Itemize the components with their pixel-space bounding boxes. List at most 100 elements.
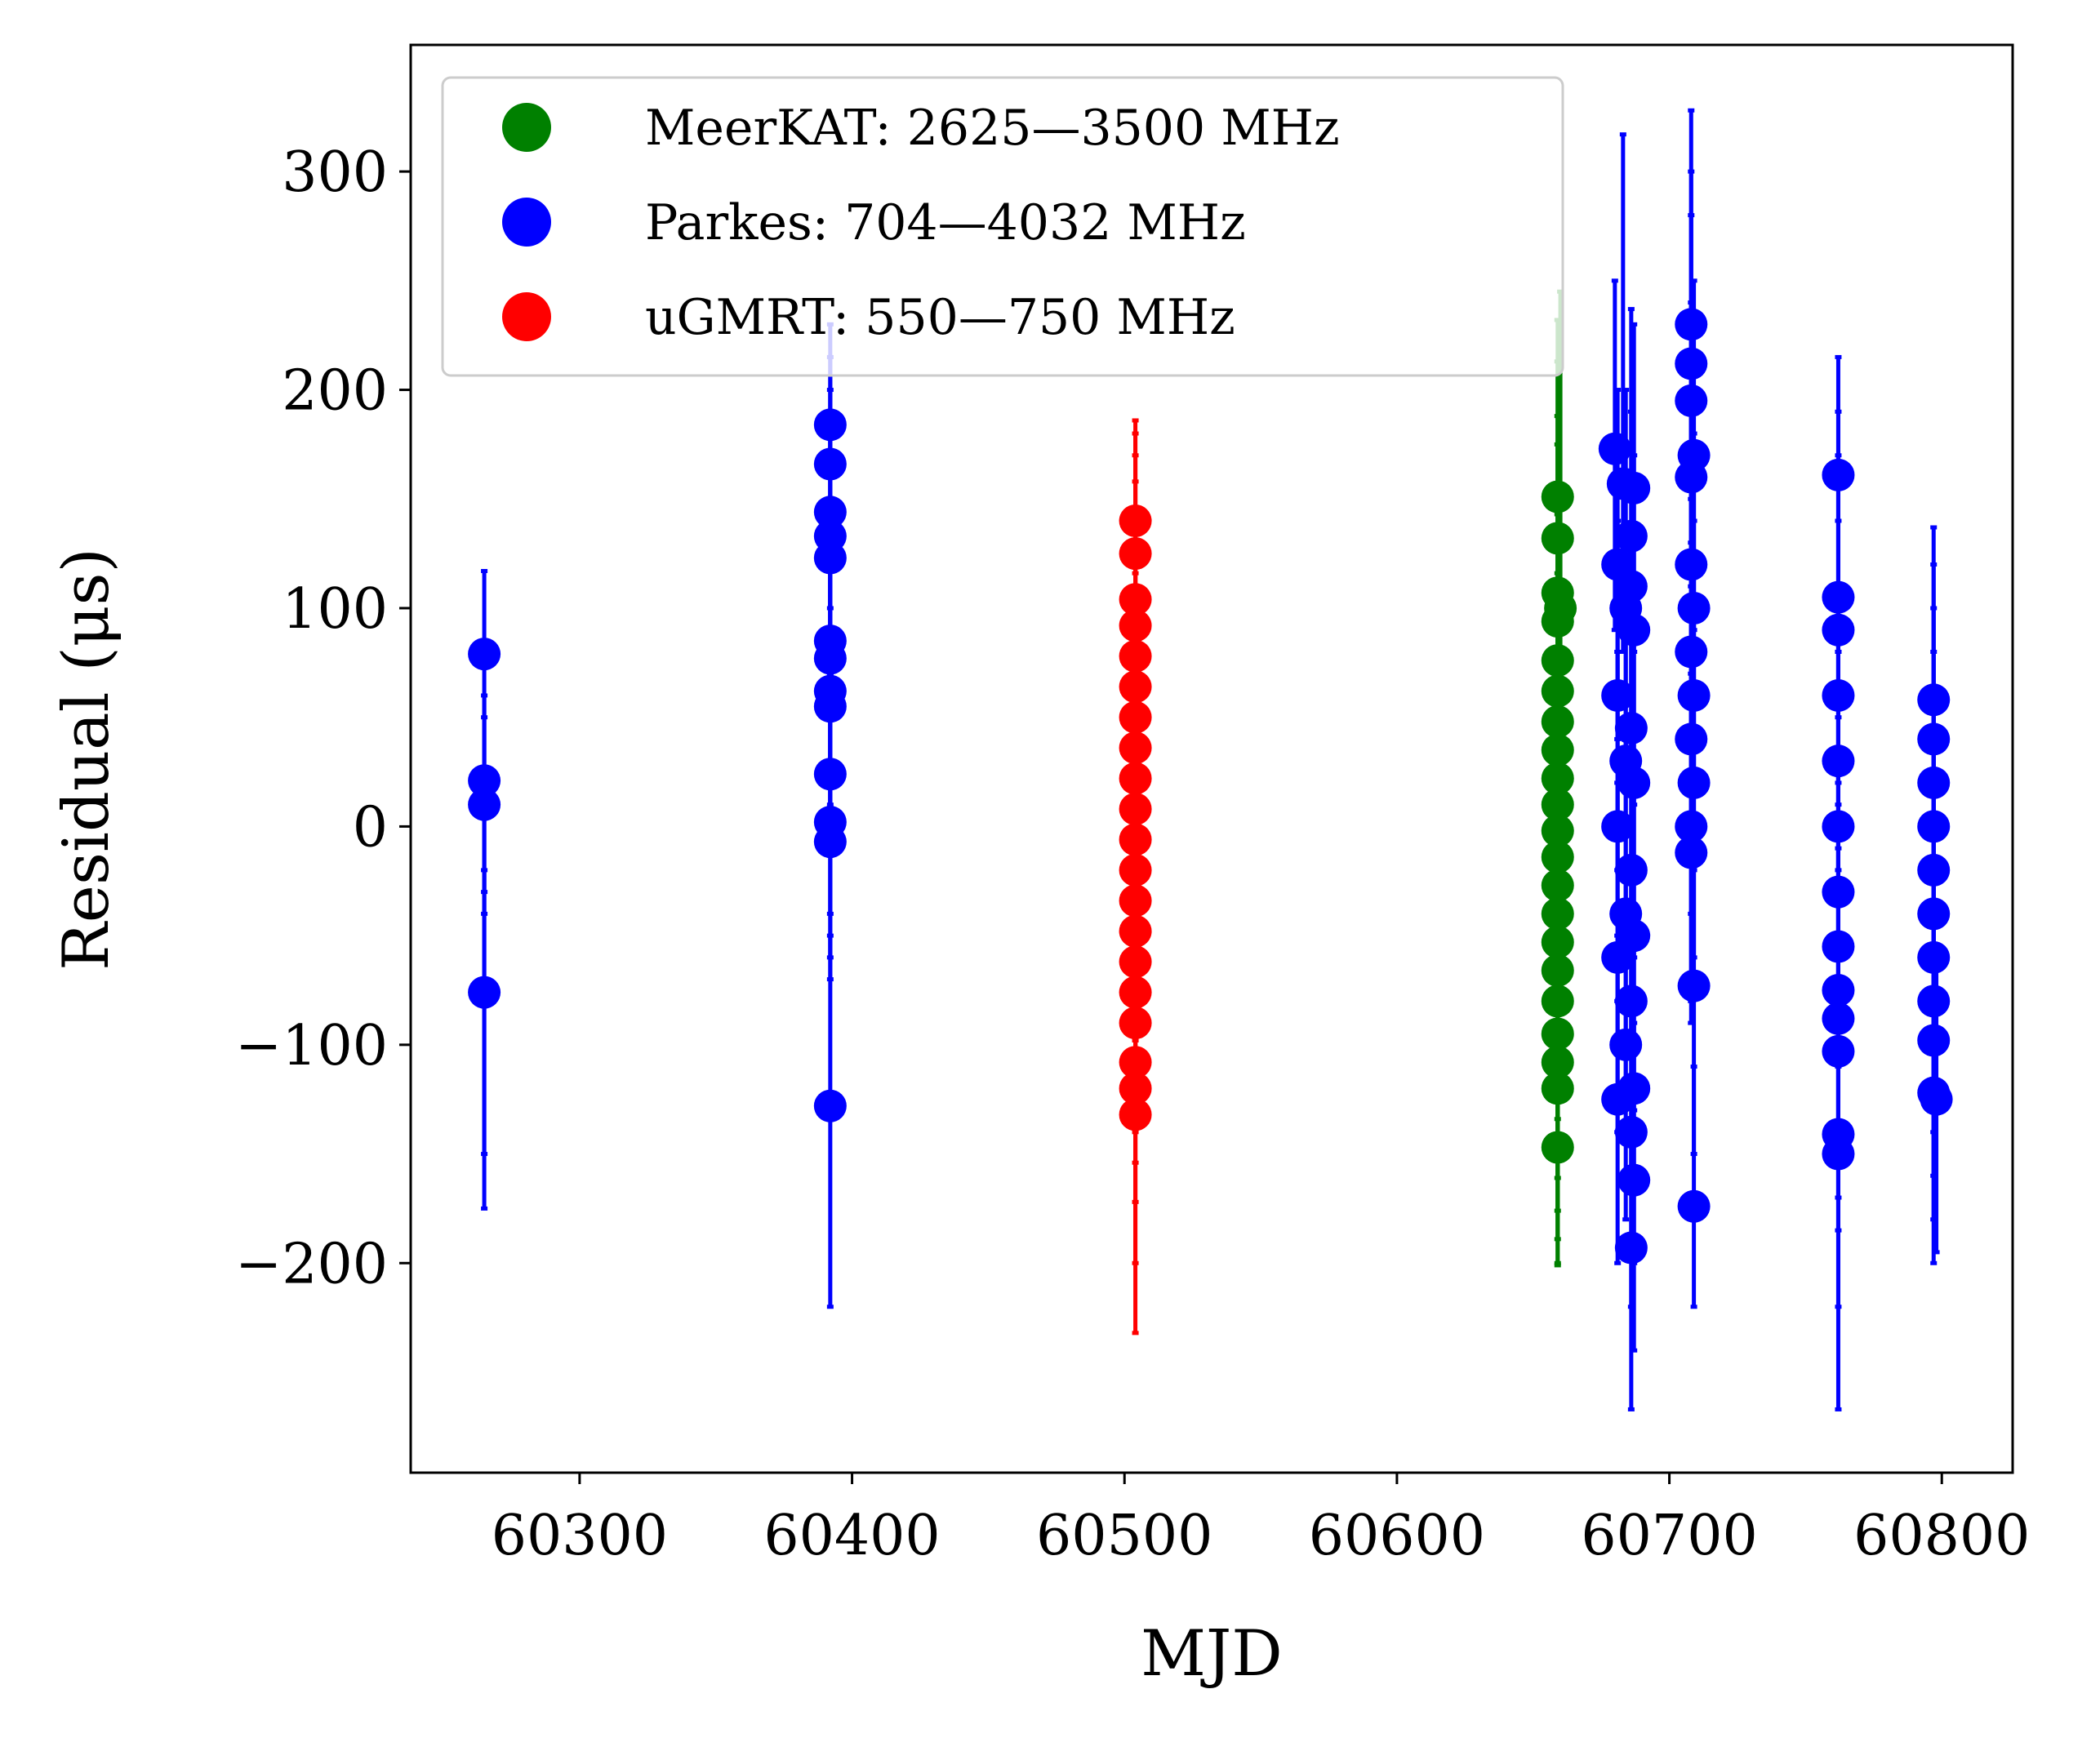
data-point [1541,644,1574,678]
data-point [1541,840,1574,873]
series-parkes [468,108,1953,1411]
data-point [1917,1024,1951,1057]
data-point [1541,674,1574,708]
x-tick-label: 60400 [763,1504,940,1568]
data-point [468,764,501,798]
data-point [1675,308,1708,341]
data-point [1920,1082,1953,1116]
data-point [1677,766,1711,799]
y-axis: −200 −100 0 100 200 300 [235,140,411,1296]
data-point [1541,985,1574,1018]
data-point [1541,953,1574,987]
data-point [1541,788,1574,821]
series-meerkat [1541,289,1577,1268]
data-point [1675,722,1708,756]
data-point [813,408,847,442]
data-point [1541,522,1574,555]
data-point [1617,766,1651,799]
data-point [1119,945,1152,979]
legend-box [441,76,1564,377]
data-point [1822,1002,1855,1035]
data-point [1541,1072,1574,1105]
data-point [1601,678,1635,712]
legend-label-ugmrt: uGMRT: 550—750 MHz [645,289,1235,346]
data-point [1917,810,1951,843]
y-tick-label: 200 [282,359,388,424]
data-point [1822,458,1855,491]
data-point [1119,884,1152,918]
data-point [1119,609,1152,642]
legend-label-parkes: Parkes: 704—4032 MHz [645,194,1246,251]
plot-frame [409,43,2014,1474]
data-point [1119,731,1152,765]
data-point [1677,1189,1711,1223]
data-point [1917,940,1951,974]
data-point [1617,919,1651,953]
data-point [1822,745,1855,778]
data-point [1614,1231,1648,1265]
y-tick-label: −100 [235,1014,388,1078]
data-point [1677,438,1711,472]
x-tick-label: 60700 [1581,1504,1757,1568]
data-point [468,788,501,821]
data-point [1119,793,1152,826]
data-point [1119,853,1152,887]
data-point [1119,505,1152,537]
data-point [1119,639,1152,673]
data-point [1675,548,1708,581]
data-point [1614,570,1648,603]
legend: MeerKAT: 2625—3500 MHz Parkes: 704—4032 … [441,76,1564,377]
data-point [1917,722,1951,756]
legend-label-meerkat: MeerKAT: 2625—3500 MHz [645,100,1340,157]
data-point [1609,1028,1643,1061]
x-axis: 60300 60400 60500 60600 60700 60800 [492,1473,2030,1568]
data-point [813,690,847,723]
legend-marker-meerkat [502,103,551,152]
data-point [1119,914,1152,948]
data-point [1614,519,1648,553]
x-tick-label: 60300 [492,1504,668,1568]
data-point [1917,897,1951,931]
y-axis-label: Residual (μs) [50,548,123,971]
data-point [1614,1115,1648,1149]
data-point [1119,670,1152,704]
data-point [1617,613,1651,647]
data-point [1119,762,1152,795]
data-point [1119,823,1152,856]
y-tick-label: 0 [353,795,388,860]
data-point [813,825,847,859]
data-point [1119,976,1152,1009]
data-point [1617,1163,1651,1197]
data-point [1614,712,1648,745]
data-point [1544,591,1577,625]
data-point [1119,1007,1152,1040]
legend-marker-ugmrt [502,292,551,341]
data-point [1617,1072,1651,1105]
data-point [1675,347,1708,380]
data-point [813,1089,847,1122]
data-point [1675,810,1708,843]
data-point [1541,1046,1574,1079]
data-layer [468,108,1953,1411]
data-point [1822,678,1855,712]
data-point [1822,973,1855,1007]
data-point [1541,480,1574,513]
data-point [1614,853,1648,887]
data-point [1822,875,1855,909]
data-point [1677,591,1711,625]
x-axis-label: MJD [1141,1617,1283,1691]
data-point [1598,432,1631,465]
data-point [1822,810,1855,843]
data-point [1541,814,1574,847]
data-point [813,541,847,575]
data-point [1541,1017,1574,1051]
data-point [1675,384,1708,417]
data-point [468,638,501,671]
data-point [1614,985,1648,1018]
data-point [1541,897,1574,931]
data-point [1541,762,1574,795]
x-tick-label: 60600 [1309,1504,1485,1568]
data-point [1541,869,1574,902]
data-point [1541,705,1574,739]
